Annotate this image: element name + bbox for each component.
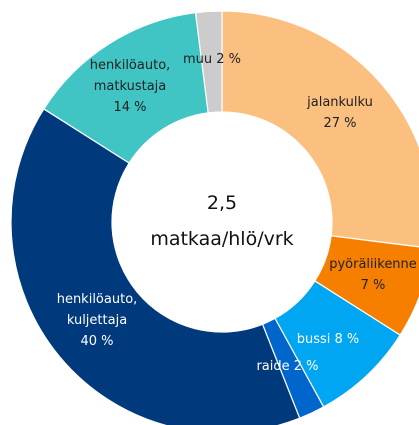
category-name: jalankulku — [307, 95, 373, 110]
value-label: 8 % — [334, 332, 360, 347]
category-name: henkilöauto, kuljettaja — [56, 292, 138, 328]
category-name: henkilöauto, matkustaja — [89, 58, 171, 94]
category-name: muu — [182, 52, 213, 67]
slice-label: pyöräliikenne 7 % — [318, 254, 419, 296]
slice-label: raide 2 % — [240, 356, 335, 377]
slice-label: henkilöauto, kuljettaja 40 % — [47, 289, 147, 352]
category-name: bussi — [296, 332, 331, 347]
category-name: raide — [256, 359, 290, 374]
value-label: 14 % — [113, 100, 147, 115]
slice-label: henkilöauto, matkustaja 14 % — [80, 55, 180, 118]
slice — [10, 108, 301, 425]
value-label: 2 % — [293, 359, 319, 374]
slice-label: bussi 8 % — [278, 329, 378, 350]
value-label: 2 % — [216, 52, 242, 67]
category-name: pyöräliikenne — [329, 257, 417, 272]
slice — [194, 10, 223, 114]
slice-label: muu 2 % — [172, 49, 252, 70]
slice — [221, 10, 419, 248]
center-value: 2,5 — [206, 192, 238, 214]
value-label: 27 % — [323, 116, 357, 131]
value-label: 7 % — [360, 278, 386, 293]
slice-label: jalankulku 27 % — [290, 92, 390, 134]
value-label: 40 % — [80, 334, 114, 349]
center-unit: matkaa/hlö/vrk — [150, 228, 294, 250]
